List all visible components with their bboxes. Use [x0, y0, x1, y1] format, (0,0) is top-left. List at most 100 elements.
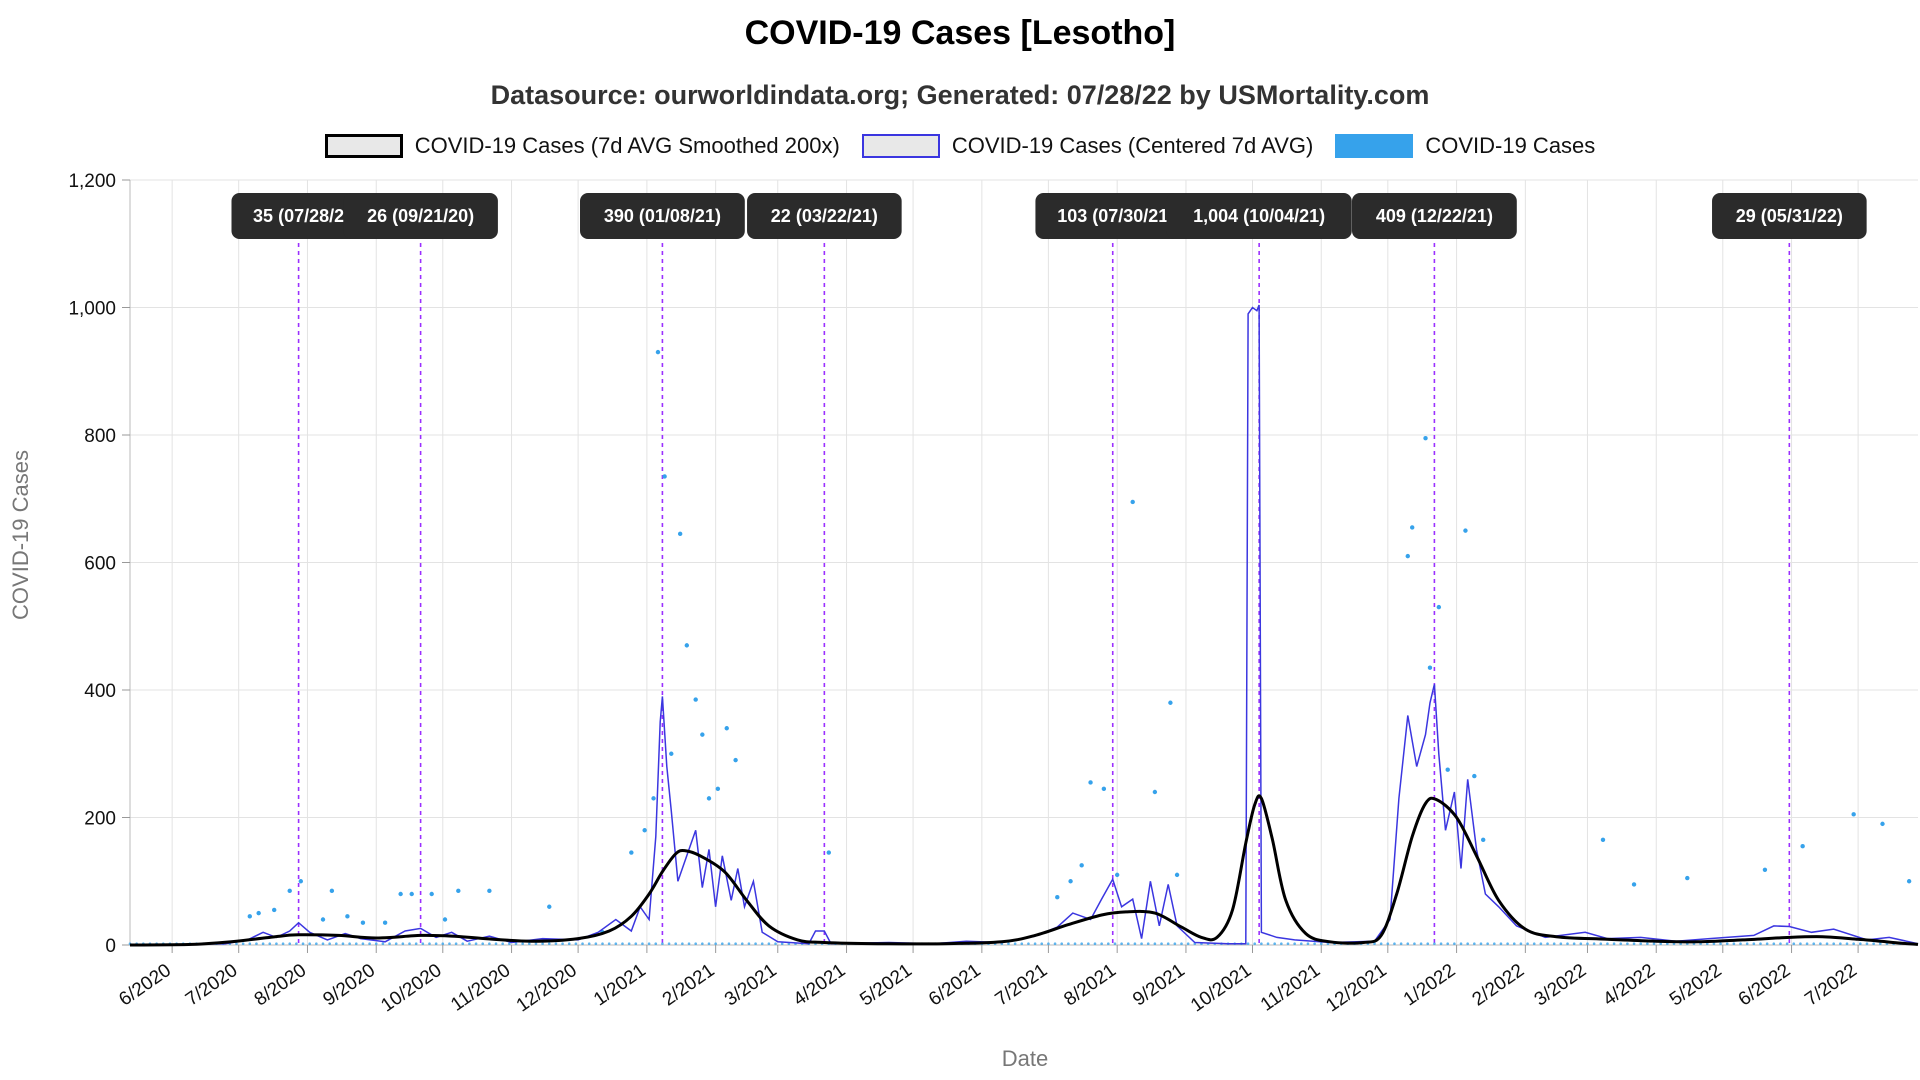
- cases-point: [448, 942, 451, 946]
- cases-point: [315, 942, 318, 946]
- cases-point: [567, 942, 571, 946]
- cases-point: [1067, 942, 1070, 946]
- annotation-label[interactable]: 390 (01/08/21): [580, 193, 745, 239]
- x-tick-label: 3/2022: [1531, 960, 1591, 1011]
- cases-point: [1140, 942, 1143, 946]
- annotation-box: [1035, 193, 1191, 239]
- annotation-label[interactable]: 1,004 (10/04/21): [1166, 193, 1352, 239]
- cases-point: [401, 942, 405, 946]
- cases-point: [454, 942, 458, 946]
- x-tick-label: 6/2020: [115, 960, 175, 1011]
- cases-point: [1113, 942, 1117, 946]
- chart-subtitle: Datasource: ourworldindata.org; Generate…: [490, 80, 1430, 110]
- annotation-text: 1,004 (10/04/21): [1193, 206, 1325, 226]
- cases-point: [1446, 942, 1450, 946]
- cases-point: [409, 891, 414, 897]
- cases-point: [1600, 837, 1606, 843]
- cases-point: [669, 751, 674, 756]
- cases-point: [1639, 942, 1643, 946]
- cases-point: [1020, 942, 1024, 946]
- y-tick-label: 800: [84, 426, 116, 447]
- cases-point: [354, 942, 358, 946]
- cases-point: [651, 796, 656, 801]
- cases-point: [488, 942, 491, 946]
- cases-point: [1792, 942, 1796, 946]
- cases-point: [368, 942, 371, 946]
- cases-point: [1652, 942, 1656, 946]
- cases-point: [760, 942, 764, 946]
- x-tick-label: 7/2020: [182, 960, 242, 1011]
- cases-point: [594, 942, 598, 946]
- cases-point: [1100, 942, 1103, 946]
- cases-point: [1481, 837, 1486, 843]
- cases-point: [1631, 882, 1637, 887]
- legend-item-cases[interactable]: COVID-19 Cases: [1335, 133, 1595, 159]
- cases-point: [654, 942, 658, 946]
- cases-point: [1413, 942, 1416, 946]
- cases-point: [288, 942, 292, 946]
- cases-point: [381, 942, 385, 946]
- cases-point: [501, 942, 504, 946]
- cases-point: [1632, 942, 1636, 946]
- x-tick-label: 12/2021: [1322, 960, 1390, 1017]
- cases-point: [677, 531, 683, 537]
- annotation-text: 26 (09/21/20): [367, 206, 474, 226]
- legend-item-smoothed[interactable]: COVID-19 Cases (7d AVG Smoothed 200x): [324, 133, 840, 159]
- cases-point: [271, 907, 277, 913]
- cases-point: [1845, 942, 1849, 946]
- cases-point: [587, 942, 591, 946]
- cases-point: [1047, 942, 1050, 946]
- cases-point: [647, 942, 651, 946]
- chart-title: COVID-19 Cases [Lesotho]: [744, 14, 1176, 52]
- annotation-label[interactable]: 35 (07/28/2: [231, 193, 366, 239]
- cases-point: [1865, 942, 1869, 946]
- cases-point: [1472, 773, 1477, 779]
- cases-point: [261, 942, 265, 946]
- x-tick-label: 11/2020: [447, 960, 514, 1016]
- cases-point: [724, 726, 729, 731]
- cases-point: [534, 942, 538, 946]
- annotation-label[interactable]: 26 (09/21/20): [343, 193, 498, 239]
- cases-point: [621, 942, 624, 946]
- cases-point: [1436, 604, 1442, 610]
- annotation-label[interactable]: 22 (03/22/21): [747, 193, 902, 239]
- x-tick-label: 2/2022: [1469, 960, 1529, 1011]
- x-tick-label: 10/2020: [377, 960, 445, 1017]
- cases-point: [614, 942, 618, 946]
- cases-point: [1426, 942, 1430, 946]
- cases-point: [1762, 867, 1768, 872]
- cases-point: [1592, 942, 1596, 946]
- cases-point: [329, 888, 335, 894]
- x-axis-title: Date: [1002, 1046, 1048, 1071]
- cases-point: [1619, 942, 1623, 946]
- annotation-label[interactable]: 29 (05/31/22): [1712, 193, 1867, 239]
- cases-point: [1732, 942, 1736, 946]
- annotation-label[interactable]: 409 (12/22/21): [1351, 193, 1517, 239]
- annotation-box: [1166, 193, 1352, 239]
- x-tick-label: 2/2021: [659, 960, 719, 1011]
- cases-point: [1055, 894, 1060, 900]
- annotation-text: 22 (03/22/21): [771, 206, 878, 226]
- annotation-label[interactable]: 103 (07/30/21: [1035, 193, 1191, 239]
- cases-point: [1779, 942, 1782, 946]
- cases-point: [706, 796, 712, 801]
- cases-point: [281, 942, 285, 946]
- legend-item-centered-avg[interactable]: COVID-19 Cases (Centered 7d AVG): [861, 133, 1313, 159]
- cases-point: [1666, 942, 1669, 946]
- cases-point: [1599, 942, 1603, 946]
- cases-point: [268, 942, 272, 946]
- cases-point: [1079, 863, 1084, 868]
- cases-point: [1506, 942, 1509, 946]
- cases-point: [1812, 942, 1816, 946]
- cases-point: [394, 942, 398, 946]
- series-layer: [128, 304, 1919, 947]
- cases-point: [740, 942, 744, 946]
- cases-point: [574, 942, 578, 946]
- cases-point: [642, 828, 647, 833]
- x-tick-label: 4/2021: [790, 960, 850, 1011]
- cases-point: [1719, 942, 1722, 946]
- cases-point: [1499, 942, 1503, 946]
- cases-point: [1286, 942, 1290, 946]
